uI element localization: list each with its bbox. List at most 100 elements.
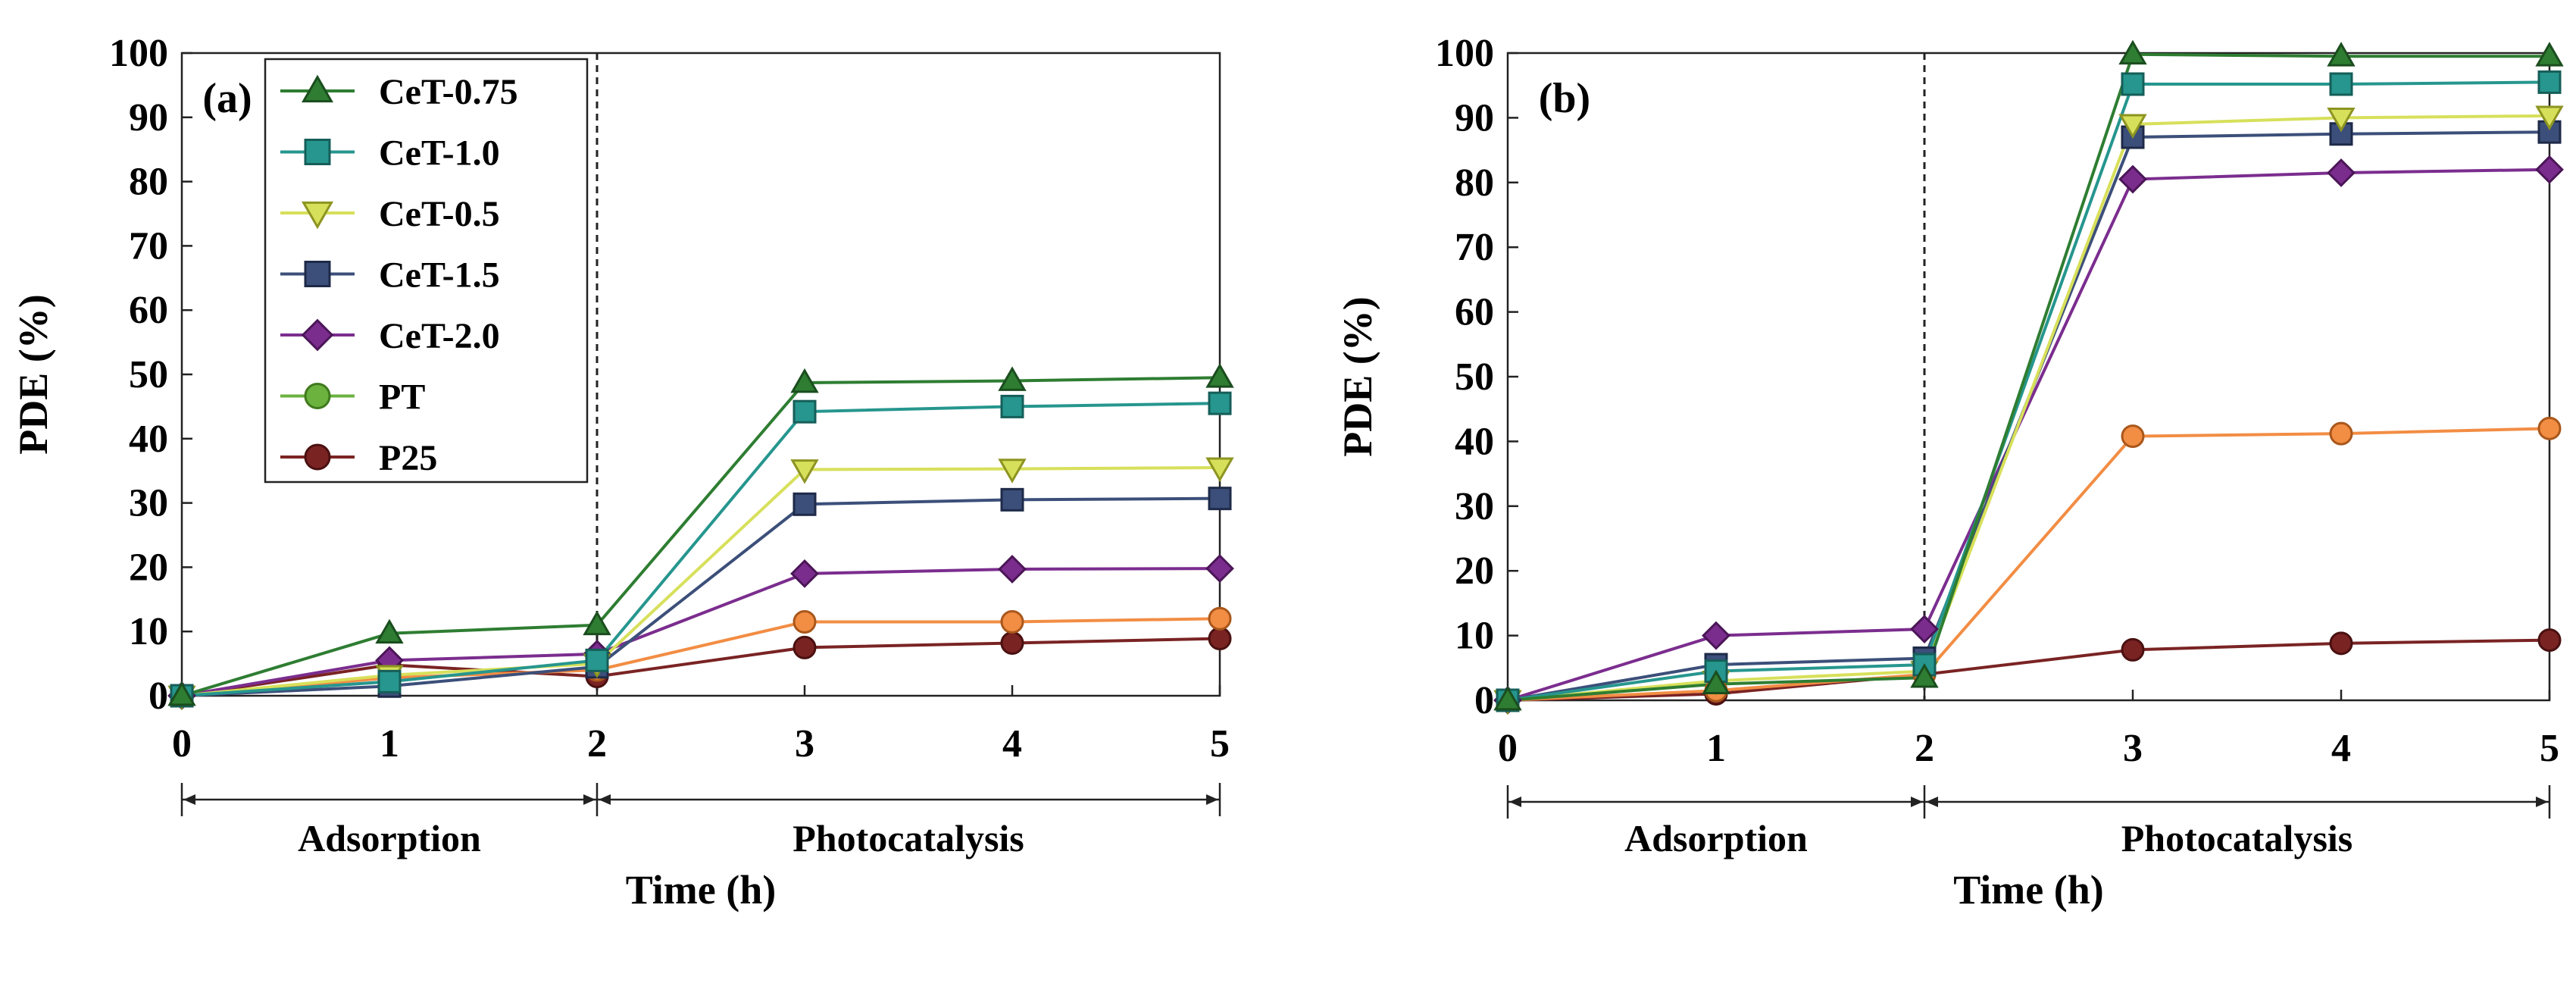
- phase-label: Adsorption: [1624, 817, 1808, 859]
- series-line-P25: [1507, 638, 2550, 702]
- legend-marker: [301, 318, 334, 352]
- x-tick-label: 3: [2123, 727, 2143, 770]
- y-tick-label: 40: [129, 418, 168, 461]
- x-tick-label: 4: [1002, 722, 1022, 765]
- data-point-CeT-1.5: [792, 492, 817, 516]
- data-point-CeT-1.0: [2121, 72, 2145, 96]
- y-tick-label: 10: [129, 610, 168, 653]
- data-point-CeT-1.5: [1208, 487, 1232, 511]
- series-line-CeT-0.5: [1507, 114, 2550, 702]
- series-line-PT: [181, 617, 1221, 697]
- legend-marker: [302, 74, 333, 103]
- y-tick-label: 80: [129, 161, 168, 204]
- data-point-P25: [2121, 637, 2145, 662]
- data-point-CeT-2.0: [790, 559, 819, 588]
- data-point-PT: [2537, 416, 2562, 440]
- legend-marker: [304, 443, 331, 471]
- legend-label: CeT-1.5: [379, 255, 500, 296]
- x-tick-label: 2: [587, 722, 607, 765]
- x-tick-label: 1: [1706, 727, 1726, 770]
- legend-label: P25: [379, 438, 437, 478]
- data-point-CeT-0.75: [2535, 42, 2564, 67]
- data-point-PT: [2121, 424, 2145, 449]
- series-line-CeT-2.0: [1507, 167, 2550, 702]
- data-point-CeT-0.75: [1910, 663, 1939, 688]
- legend-label: CeT-1.0: [379, 133, 500, 174]
- data-point-CeT-0.75: [790, 368, 819, 393]
- series-line-CeT-1.0: [1507, 80, 2550, 702]
- legend-marker: [304, 261, 331, 287]
- y-tick-label: 60: [1455, 291, 1494, 334]
- panel-label: (a): [202, 75, 252, 122]
- phase-arrow-right: [583, 794, 596, 805]
- y-tick-label: 40: [1455, 420, 1494, 463]
- x-tick-label: 4: [2331, 727, 2351, 770]
- phase-arrow-left: [1926, 797, 1938, 807]
- data-point-CeT-1.0: [1208, 391, 1232, 415]
- series-line-CeT-2.0: [181, 567, 1221, 697]
- y-tick-label: 70: [129, 224, 168, 268]
- data-point-PT: [792, 609, 817, 634]
- y-tick-label: 20: [129, 546, 168, 589]
- data-point-CeT-2.0: [1702, 621, 1730, 650]
- data-point-CeT-1.0: [1000, 394, 1024, 418]
- series-line-CeT-0.75: [181, 376, 1221, 697]
- data-point-CeT-0.75: [1702, 669, 1730, 695]
- phase-label: Photocatalysis: [792, 817, 1024, 859]
- series-line-P25: [181, 637, 1221, 697]
- legend: CeT-0.75 CeT-1.0 CeT-0.5 CeT-1.5 CeT-2.0 PT P2…: [264, 58, 589, 484]
- data-point-CeT-0.75: [583, 610, 611, 636]
- y-tick-label: 60: [129, 289, 168, 332]
- phase-arrow-left: [183, 794, 195, 805]
- data-point-PT: [1000, 609, 1024, 634]
- y-tick-label: 70: [1455, 226, 1494, 269]
- data-point-P25: [1208, 627, 1232, 651]
- data-point-CeT-0.75: [375, 618, 404, 644]
- data-point-CeT-2.0: [2327, 158, 2356, 187]
- x-tick-label: 1: [380, 722, 399, 765]
- x-tick-label: 5: [1210, 722, 1230, 765]
- panel-a: 0 10 20 30 40 50 60 70 80 90 100 0 1 2 3 4 5 (a) PDE (%) Ad…: [11, 32, 1234, 913]
- data-point-CeT-0.5: [790, 459, 819, 484]
- legend-marker: [302, 201, 333, 230]
- x-tick-label: 0: [172, 722, 192, 765]
- data-point-CeT-0.75: [2327, 42, 2356, 67]
- phase-arrow-left: [599, 794, 611, 805]
- panel-label: (b): [1539, 75, 1590, 122]
- x-axis-title: Time (h): [1953, 867, 2104, 913]
- data-point-CeT-0.5: [2535, 105, 2564, 130]
- data-point-P25: [2537, 628, 2562, 653]
- x-tick-label: 3: [795, 722, 814, 765]
- y-tick-label: 50: [1455, 355, 1494, 399]
- data-point-CeT-2.0: [998, 555, 1027, 584]
- data-point-CeT-0.75: [998, 366, 1027, 391]
- data-point-CeT-0.5: [998, 459, 1027, 484]
- x-tick-label: 5: [2540, 727, 2559, 770]
- data-point-CeT-1.0: [792, 399, 817, 424]
- data-point-CeT-0.75: [1493, 685, 1522, 711]
- x-tick-label: 0: [1498, 727, 1518, 770]
- data-point-CeT-1.0: [2329, 72, 2353, 96]
- data-point-CeT-2.0: [2118, 164, 2147, 194]
- data-point-CeT-2.0: [2535, 155, 2564, 184]
- data-point-CeT-0.5: [1205, 457, 1234, 483]
- series-line-CeT-1.0: [181, 402, 1221, 697]
- data-point-CeT-1.0: [585, 648, 609, 672]
- y-tick-label: 10: [1455, 615, 1494, 658]
- phase-arrow-right: [1911, 797, 1923, 807]
- x-axis-title: Time (h): [626, 867, 777, 913]
- data-point-PT: [2329, 421, 2353, 446]
- legend-label: CeT-0.75: [379, 72, 518, 112]
- data-point-CeT-1.0: [377, 669, 402, 693]
- y-axis-title: PDE (%): [11, 294, 56, 454]
- data-point-CeT-0.5: [2118, 114, 2147, 139]
- y-tick-label: 100: [1435, 32, 1494, 75]
- series-line-CeT-1.5: [181, 496, 1221, 697]
- y-tick-label: 0: [148, 675, 168, 718]
- series-line-CeT-0.5: [181, 465, 1221, 697]
- data-point-P25: [1000, 631, 1024, 655]
- data-point-CeT-2.0: [1910, 615, 1939, 643]
- phase-label: Adsorption: [298, 817, 481, 859]
